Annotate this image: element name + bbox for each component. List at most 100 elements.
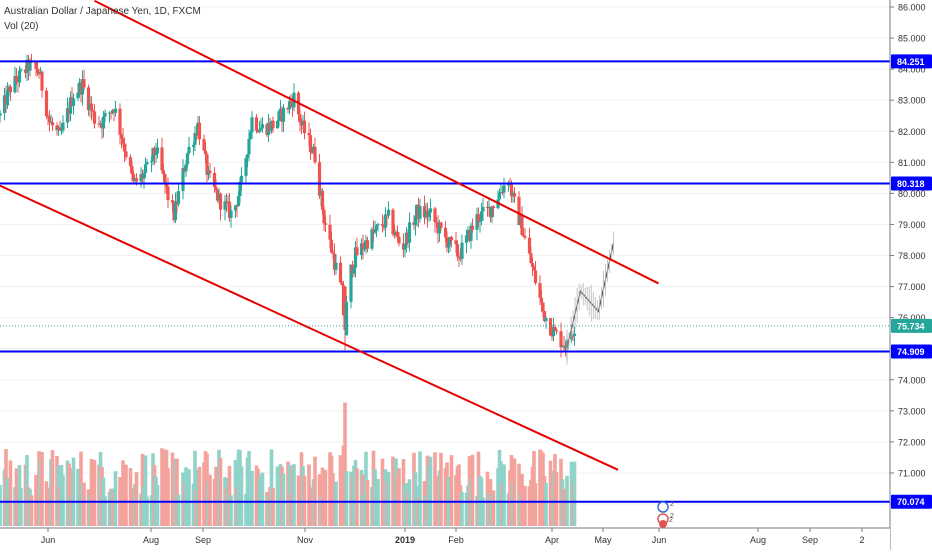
volume-bar (323, 469, 328, 526)
candle (5, 82, 10, 110)
candle (523, 227, 527, 240)
price-label-value: 84.251 (897, 57, 925, 67)
candle (103, 109, 107, 122)
candle (8, 84, 13, 101)
candle-body (374, 225, 379, 230)
candle-body (307, 133, 311, 136)
candle-body (91, 110, 95, 112)
symbol-title[interactable]: Australian Dollar / Japanese Yen, 1D, FX… (4, 6, 201, 17)
candle (470, 218, 475, 233)
volume-bar (334, 481, 338, 526)
candle-body (407, 222, 412, 243)
candle (374, 224, 379, 238)
candle-body (118, 108, 122, 135)
candle-body (184, 164, 188, 172)
event-badges[interactable]: 222 (657, 501, 674, 528)
candle (403, 243, 407, 258)
volume-bar (247, 451, 251, 526)
candle-body (248, 132, 253, 139)
volume-bar (533, 483, 538, 526)
candle-body (202, 139, 206, 151)
candle (476, 207, 481, 228)
volume-bar (193, 450, 197, 526)
projection-path (566, 231, 615, 365)
volume-bar (113, 471, 118, 526)
candle (173, 192, 178, 224)
volume-bar (260, 472, 265, 526)
candle-body (254, 117, 259, 131)
price-label-value: 80.318 (897, 179, 925, 189)
time-axis[interactable]: Jun Aug Sep Nov 2019 Feb Apr May Jun Aug Sep 2 (0, 527, 890, 550)
candle (82, 69, 86, 91)
candle (329, 231, 334, 254)
candle-body (47, 116, 52, 123)
candle-body (260, 124, 265, 129)
candle-body (353, 247, 358, 268)
price-tick-label: 72.000 (898, 437, 926, 447)
candle-body (176, 191, 181, 205)
candle (302, 111, 307, 140)
candle-body (203, 150, 208, 155)
candle (365, 236, 370, 253)
volume-bar (124, 464, 128, 526)
candle (445, 231, 449, 253)
candle (544, 315, 548, 329)
candle-body (161, 170, 166, 175)
candle-body (229, 210, 233, 218)
volume-bar (71, 457, 76, 526)
candle-body (134, 178, 139, 182)
horizontal-lines[interactable] (0, 60, 890, 503)
candle (529, 246, 533, 264)
candle (271, 116, 275, 133)
candle (166, 177, 170, 209)
candle-body (233, 205, 238, 211)
candle-body (413, 216, 418, 226)
candle-body (373, 229, 377, 233)
volume-bar (29, 495, 34, 526)
candle (193, 126, 197, 152)
candle-body (35, 68, 40, 74)
volume-bar (0, 484, 2, 526)
volume-indicator-label[interactable]: Vol (20) (4, 21, 39, 32)
candle-body (322, 209, 326, 224)
trend-lines[interactable] (0, 0, 659, 471)
candle-body (533, 270, 538, 284)
candle-body (520, 215, 524, 236)
candle-body (287, 101, 292, 110)
candle (353, 241, 358, 278)
candle-body (338, 262, 343, 283)
candle-body (352, 267, 356, 274)
volume-bar (523, 485, 527, 526)
candle-body (155, 147, 160, 154)
candle (340, 280, 344, 286)
candle-body (479, 211, 484, 221)
candle-body (386, 209, 391, 216)
candle-body (208, 170, 212, 173)
event-badge-icon (657, 501, 669, 513)
candle-body (152, 147, 157, 156)
candle-body (559, 331, 563, 348)
candle-body (445, 237, 449, 248)
candle-body (509, 183, 514, 197)
candle-body (446, 244, 451, 248)
candle-body (17, 70, 22, 83)
legend: Australian Dollar / Japanese Yen, 1D, FX… (4, 4, 201, 34)
price-label-value: 74.909 (897, 347, 925, 357)
candle-body (238, 181, 242, 197)
candle (527, 228, 532, 255)
candle (449, 235, 454, 248)
candle-body (331, 252, 335, 254)
volume-bar (61, 475, 65, 526)
candle-body (361, 243, 365, 250)
candle-body (5, 90, 10, 106)
candle (391, 208, 395, 237)
candle-body (113, 108, 118, 113)
candle-body (298, 114, 302, 123)
price-axis[interactable]: 86.000 85.000 84.000 83.000 82.000 81.000 80.0… (889, 0, 932, 550)
candle-body (160, 147, 164, 171)
candle-body (0, 113, 2, 116)
volume-bar (554, 472, 559, 526)
candle-body (497, 192, 502, 200)
